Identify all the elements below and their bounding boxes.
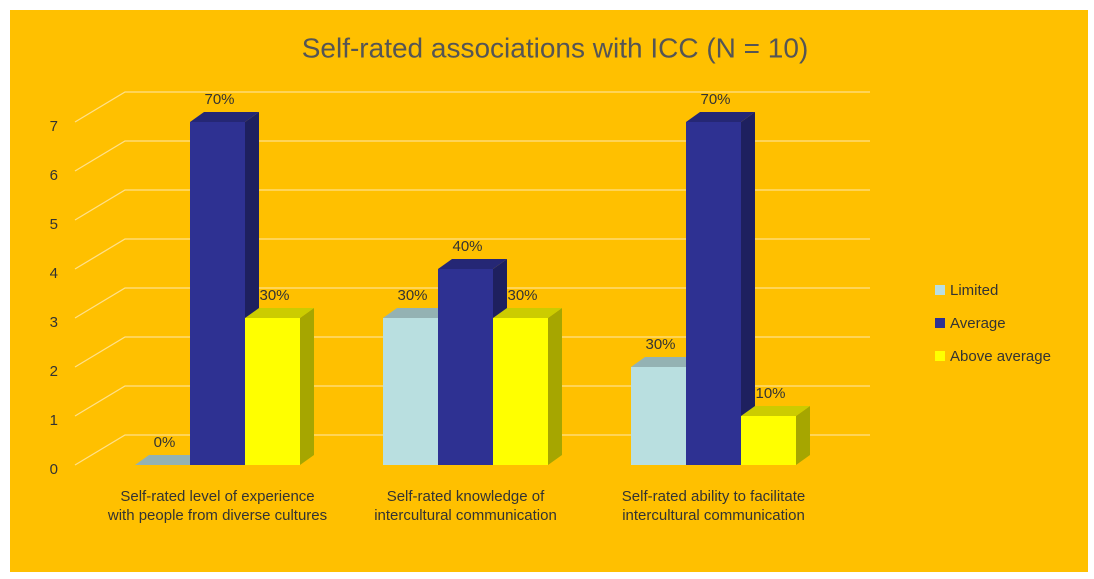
x-tick-label: Self-rated ability to facilitate intercu… xyxy=(621,488,806,524)
bar-front xyxy=(493,318,548,465)
bar-side xyxy=(300,308,314,465)
bar xyxy=(135,455,204,465)
bar xyxy=(686,112,755,465)
grid-line xyxy=(74,91,870,123)
y-tick-label: 6 xyxy=(50,167,58,184)
bar-top xyxy=(383,308,452,318)
bar-front xyxy=(245,318,300,465)
legend-label: Average xyxy=(950,315,1006,332)
y-tick-label: 1 xyxy=(50,412,58,429)
x-tick-label: Self-rated level of experience with peop… xyxy=(107,488,328,524)
bar-front xyxy=(631,367,686,465)
y-tick-label: 2 xyxy=(50,363,58,380)
bar-side xyxy=(796,406,810,465)
bar xyxy=(493,308,562,465)
chart-title: Self-rated associations with ICC (N = 10… xyxy=(302,32,809,63)
grid-line xyxy=(74,287,870,319)
y-tick-label: 3 xyxy=(50,314,58,331)
grid-line xyxy=(74,434,870,466)
value-label: 30% xyxy=(259,287,289,304)
bar xyxy=(438,259,507,465)
grid-line xyxy=(74,238,870,270)
bar-top xyxy=(190,112,259,122)
bar-front xyxy=(190,122,245,465)
y-tick-label: 4 xyxy=(50,265,58,282)
legend-swatch xyxy=(935,285,945,295)
legend-label: Limited xyxy=(950,282,998,299)
bar-front xyxy=(741,416,796,465)
bar-top xyxy=(135,455,204,465)
legend-label: Above average xyxy=(950,348,1051,365)
y-tick-label: 5 xyxy=(50,216,58,233)
legend-swatch xyxy=(935,318,945,328)
bar-top xyxy=(741,406,810,416)
bar-top xyxy=(493,308,562,318)
bar xyxy=(741,406,810,465)
value-label: 70% xyxy=(204,91,234,108)
grid-line xyxy=(74,140,870,172)
grid-line xyxy=(74,336,870,368)
bar xyxy=(245,308,314,465)
x-tick-label: Self-rated knowledge of intercultural co… xyxy=(374,488,557,524)
value-label: 30% xyxy=(397,287,427,304)
bar-side xyxy=(741,112,755,465)
bar-top xyxy=(631,357,700,367)
value-label: 30% xyxy=(507,287,537,304)
bar-front xyxy=(383,318,438,465)
value-label: 0% xyxy=(154,434,176,451)
bar-top xyxy=(245,308,314,318)
grid-line xyxy=(74,189,870,221)
bar-top xyxy=(438,259,507,269)
y-tick-label: 0 xyxy=(50,461,58,478)
chart-background xyxy=(10,10,1088,572)
bar-front xyxy=(438,269,493,465)
bar-front xyxy=(686,122,741,465)
grid-line xyxy=(74,385,870,417)
bar-side xyxy=(548,308,562,465)
value-label: 40% xyxy=(452,238,482,255)
bar-top xyxy=(686,112,755,122)
legend-swatch xyxy=(935,351,945,361)
value-label: 70% xyxy=(700,91,730,108)
value-label: 10% xyxy=(755,385,785,402)
y-tick-label: 7 xyxy=(50,118,58,135)
value-label: 30% xyxy=(645,336,675,353)
